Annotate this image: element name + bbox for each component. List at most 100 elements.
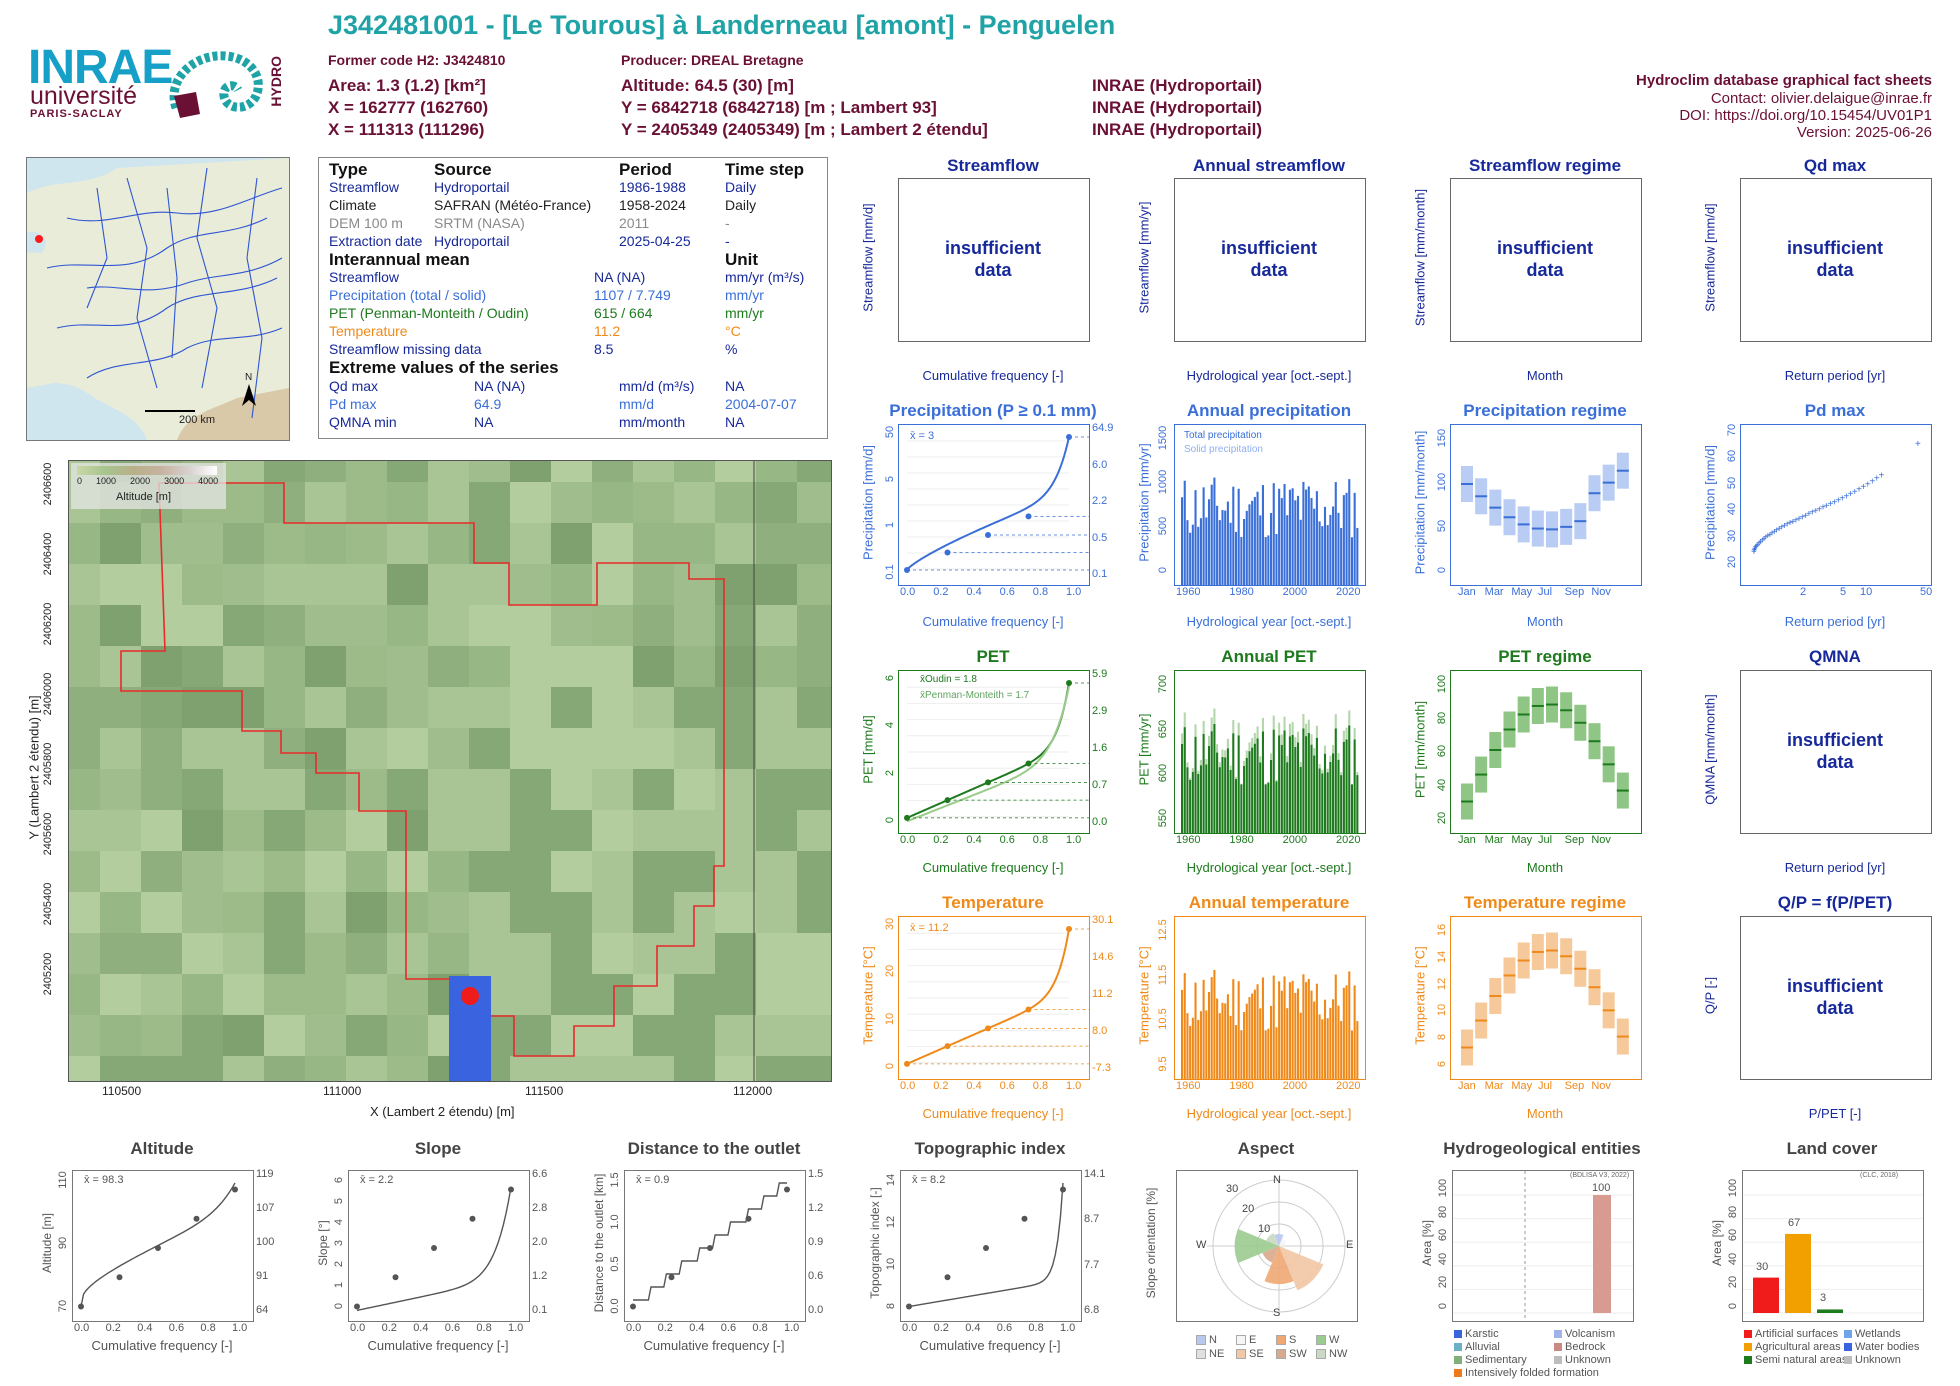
- station-title: J342481001 - [Le Tourous] à Landerneau […: [328, 10, 1116, 40]
- altitude-chart: [78, 1182, 238, 1310]
- legend-swatch: [1844, 1343, 1852, 1352]
- legend-label: Alluvial: [1465, 1341, 1500, 1353]
- annual_pet-xlabel: Hydrological year [oct.-sept.]: [1186, 860, 1352, 875]
- annual_temp-xlabel: Hydrological year [oct.-sept.]: [1186, 1106, 1352, 1121]
- temp-right-tick: 30.1: [1092, 914, 1114, 926]
- precip-right-tick: 6.0: [1092, 458, 1108, 471]
- landcover-ylabel: Area [%]: [1710, 1219, 1724, 1267]
- temp_regime-title: Temperature regime: [1463, 893, 1627, 912]
- temp-right-tick: 11.2: [1092, 988, 1113, 1000]
- landcover-source: (CLC, 2018): [1860, 1172, 1899, 1179]
- altitude-xtick: 0.4: [137, 1322, 153, 1334]
- coord-source-3: INRAE (Hydroportail): [1092, 120, 1262, 139]
- annual_pet-plot: [1174, 670, 1366, 834]
- distance-right-tick: 0.0: [808, 1304, 824, 1316]
- svg-text:+: +: [1831, 497, 1837, 508]
- topo-xtick: 0.2: [933, 1322, 949, 1334]
- mean-value: 8.5: [594, 341, 614, 357]
- info-table: Type Source Period Time step Streamflow Hydr…: [318, 157, 828, 439]
- topo-mean: x̄ = 8.2: [912, 1174, 946, 1186]
- distance-xtick: 1.0: [784, 1322, 800, 1334]
- col-source: Source: [434, 160, 492, 179]
- aspect-legend-W: W: [1316, 1334, 1339, 1346]
- legend-swatch: [1554, 1356, 1562, 1365]
- annual_streamflow-ylabel: Streamflow [mm/yr]: [1136, 201, 1152, 314]
- legend-tick: 1000: [96, 476, 117, 486]
- annual_precip-xtick: 1960: [1176, 586, 1201, 598]
- legend-label: Wetlands: [1855, 1328, 1901, 1340]
- temp_regime-xtick: Mar: [1484, 1080, 1504, 1092]
- slope-right-tick: 2.8: [532, 1202, 548, 1214]
- legend-label: Volcanism: [1565, 1328, 1616, 1340]
- distance-left-tick: 1.0: [609, 1214, 621, 1230]
- ext-value: 64.9: [474, 396, 502, 412]
- qp-xlabel: P/PET [-]: [1808, 1106, 1862, 1121]
- pd_max-xtick: 10: [1860, 586, 1873, 598]
- svg-text:+: +: [1803, 511, 1809, 522]
- aspect-legend-SE: SE: [1236, 1348, 1264, 1360]
- altitude-xtick: 1.0: [232, 1322, 248, 1334]
- mean-value: NA (NA): [594, 269, 646, 285]
- pet-plot: [898, 670, 1090, 834]
- legend-swatch: [1844, 1356, 1852, 1365]
- landcover-ytick: 0: [1727, 1302, 1739, 1310]
- altitude-right-tick: 100: [256, 1236, 275, 1248]
- svg-text:+: +: [1752, 544, 1758, 555]
- col-timestep: Time step: [725, 160, 805, 179]
- pd_max-xtick: 50: [1920, 586, 1933, 598]
- altitude-right-tick: 91: [256, 1270, 269, 1282]
- annual_streamflow-message: insufficient data: [1220, 238, 1317, 280]
- landcover-bar-label: 30: [1756, 1260, 1769, 1273]
- svg-text:+: +: [1839, 493, 1845, 504]
- topo-right-tick: 6.8: [1084, 1304, 1100, 1316]
- pd_max-ytick: 70: [1726, 423, 1738, 437]
- universite-logo-text: université: [30, 82, 137, 110]
- legend-label: Bedrock: [1565, 1341, 1606, 1353]
- landcover-bar-label: 3: [1820, 1292, 1827, 1305]
- landcover-ytick: 20: [1727, 1276, 1739, 1289]
- streamflow_regime-ylabel: Streamflow [mm/month]: [1412, 188, 1428, 327]
- precip-right-tick: 0.1: [1092, 568, 1108, 580]
- pet_regime-chart: [1461, 686, 1629, 820]
- col-period: Period: [619, 160, 672, 179]
- pet-xtick: 0.2: [933, 834, 949, 846]
- aspect-dir-E: E: [1346, 1239, 1354, 1251]
- svg-text:+: +: [1753, 543, 1759, 554]
- svg-text:+: +: [1806, 509, 1812, 520]
- pet-left-tick: 6: [884, 674, 896, 682]
- altitude-right-tick: 107: [256, 1202, 275, 1214]
- qd_max-message: insufficient data: [1786, 238, 1883, 280]
- precip_regime-title: Precipitation regime: [1463, 401, 1627, 420]
- topo-left-tick: 14: [885, 1173, 897, 1187]
- pet_regime-xtick: Jan: [1458, 834, 1476, 846]
- temp-xtick: 0.6: [999, 1080, 1015, 1092]
- row-timestep: Daily: [725, 179, 757, 195]
- pet_regime-ylabel: PET [mm/month]: [1412, 700, 1428, 799]
- pet-ylabel: PET [mm/d]: [860, 715, 876, 784]
- annual_precip-legend-solid: Solid precipitation: [1184, 444, 1263, 455]
- legend-label: Unknown: [1855, 1354, 1901, 1366]
- annual_temp-title: Annual temperature: [1188, 893, 1350, 912]
- precip-left-tick: 1: [884, 522, 896, 529]
- map-scale-label: 200 km: [179, 414, 216, 426]
- pd_max-ytick: 30: [1726, 529, 1738, 542]
- legend-swatch: [1196, 1335, 1206, 1346]
- svg-text:+: +: [1828, 499, 1834, 510]
- hydro-logo-text: HYDRO: [268, 56, 284, 107]
- extreme-values-heading: Extreme values of the series: [329, 358, 559, 377]
- precip-right-tick: 64.9: [1092, 422, 1114, 434]
- mean-unit: %: [725, 341, 738, 357]
- aspect-legend-NE: NE: [1196, 1348, 1224, 1360]
- precip-chart: [904, 434, 1089, 573]
- altitude-xtick: 0.2: [105, 1322, 121, 1334]
- north-arrow-icon: [242, 384, 256, 406]
- temp-chart: [904, 926, 1089, 1067]
- distance-left-tick: 0.0: [609, 1298, 621, 1314]
- annual_temp-chart: [1181, 969, 1359, 1079]
- precip_regime-xtick: Sep: [1564, 586, 1585, 598]
- row-type: Streamflow: [329, 179, 400, 195]
- distance-left-tick: 1.5: [609, 1172, 621, 1188]
- annual_temp-ytick: 10.5: [1157, 1008, 1169, 1031]
- annual_streamflow-title: Annual streamflow: [1192, 156, 1346, 175]
- pet_regime-plot: [1450, 670, 1642, 834]
